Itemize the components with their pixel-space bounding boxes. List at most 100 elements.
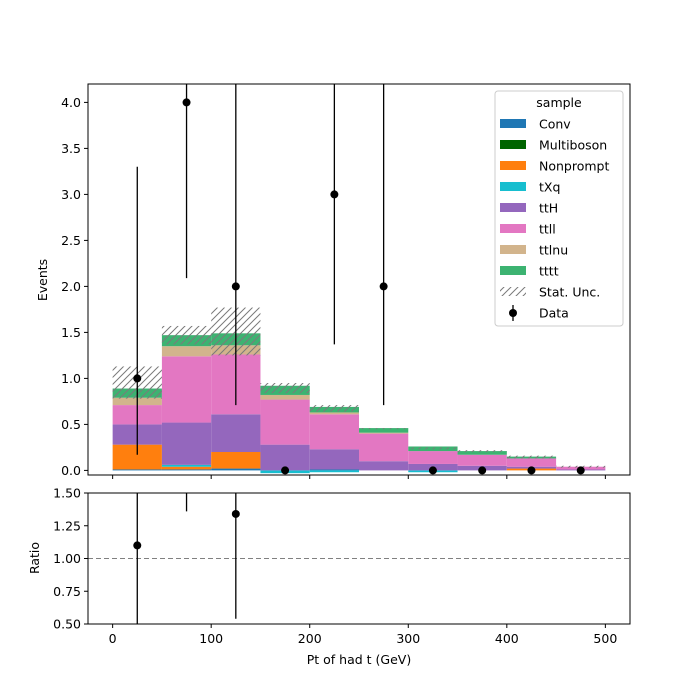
ratio-xtick-label-2: 200 [298,631,322,646]
legend-swatch-ttll [500,224,526,233]
main-ytick-label-1: 0.5 [61,417,81,432]
bar-txq-bin-4 [309,470,359,473]
main-ytick-label-0: 0.0 [61,463,81,478]
legend-label-tth: ttH [539,201,558,216]
stacked-histogram [112,333,606,474]
bar-ttll-bin-8 [506,458,557,467]
legend-swatch-conv [500,119,526,128]
legend-swatch-tttt [500,266,526,275]
main-plot-frame [87,83,631,476]
legend-swatch-nonprompt [500,161,526,170]
legend-box [494,90,624,327]
data-point-7 [478,466,487,475]
main-ytick-label-7: 3.5 [61,141,81,156]
ratio-ytick-label-4: 1.50 [53,486,81,501]
bar-conv-bin-2 [211,468,261,471]
legend: sample Conv Multiboson Nonprompt tXq ttH ttll… [494,90,624,327]
bar-conv-bin-1 [161,469,212,471]
data-point-1 [182,98,191,107]
bar-ttll-bin-1 [161,356,212,423]
legend-label-conv: Conv [539,117,571,132]
bar-conv-bin-4 [309,469,359,471]
main-ytick-label-3: 1.5 [61,325,81,340]
bar-ttll-bin-5 [359,433,409,462]
data-point-9 [576,466,585,475]
ratio-xtick-label-1: 100 [199,631,223,646]
legend-marker-data [509,309,517,317]
legend-label-txq: tXq [539,180,560,195]
ratio-xtick-label-0: 0 [109,631,117,646]
stat-unc-bin-7 [457,450,507,452]
legend-swatch-tth [500,203,526,212]
legend-label-stat-unc: Stat. Unc. [539,285,600,300]
ratio-xtick-label-5: 500 [593,631,617,646]
legend-swatch-multiboson [500,140,526,149]
bar-ttlnu-bin-4 [309,412,359,415]
main-ytick-label-6: 3.0 [61,187,81,202]
legend-label-ttll: ttll [539,222,556,237]
data-points [133,84,585,475]
stat-unc-bin-4 [309,405,359,412]
bar-tth-bin-2 [211,414,261,452]
data-point-0 [133,374,142,383]
data-point-3 [281,466,290,475]
legend-label-multiboson: Multiboson [539,138,607,153]
main-x-axis [112,475,606,479]
legend-swatch-txq [500,182,526,191]
bar-conv-bin-0 [112,469,162,471]
bar-ttll-bin-7 [457,454,507,466]
ratio-x-axis: 0 100 200 300 400 500 [109,624,617,646]
bar-ttll-bin-6 [408,451,458,464]
bar-txq-bin-1 [161,464,212,467]
stat-unc-bin-8 [506,455,557,459]
ratio-points [133,493,240,624]
data-point-6 [428,466,437,475]
main-y-axis: 0.0 0.5 1.0 1.5 2.0 2.5 3.0 3.5 4.0 [61,95,88,478]
main-ytick-label-2: 1.0 [61,371,81,386]
stat-unc-bin-6 [408,447,458,450]
ratio-ytick-label-0: 0.50 [53,617,81,632]
bar-tth-bin-3 [260,444,310,471]
legend-swatch-stat-unc [500,287,526,296]
bar-tttt-bin-7 [457,451,507,455]
stat-unc-bin-5 [359,428,409,429]
legend-title: sample [536,95,582,110]
main-y-axis-label: Events [35,259,50,301]
bar-nonprompt-bin-1 [161,466,212,470]
bar-ttlnu-bin-3 [260,394,310,400]
legend-label-data: Data [539,306,569,321]
stat-unc-bin-3 [260,383,310,394]
ratio-y-axis: 0.50 0.75 1.00 1.25 1.50 [53,486,88,632]
bar-ttlnu-bin-1 [161,346,212,357]
x-axis-label: Pt of had t (GeV) [307,652,411,667]
legend-label-tttt: tttt [539,264,559,279]
bar-ttlnu-bin-5 [359,432,409,434]
ratio-ytick-label-3: 1.25 [53,518,81,533]
legend-label-ttlnu: ttlnu [539,243,568,258]
bar-nonprompt-bin-2 [211,452,261,469]
main-ytick-label-8: 4.0 [61,95,81,110]
data-point-8 [527,466,536,475]
stat-unc-bin-1 [161,325,212,345]
bar-tth-bin-4 [309,449,359,470]
bar-ttll-bin-3 [260,399,310,445]
data-point-2 [231,282,240,291]
data-point-4 [330,190,339,199]
ratio-point-2 [231,509,240,518]
bar-tth-bin-5 [359,461,409,471]
ratio-xtick-label-4: 400 [495,631,519,646]
main-ytick-label-4: 2.0 [61,279,81,294]
ratio-ytick-label-2: 1.00 [53,551,81,566]
legend-label-nonprompt: Nonprompt [539,159,609,174]
legend-swatch-ttlnu [500,245,526,254]
data-point-5 [379,282,388,291]
bar-tth-bin-1 [161,422,212,465]
main-ytick-label-5: 2.5 [61,233,81,248]
bar-ttll-bin-4 [309,414,359,450]
bar-tttt-bin-5 [359,428,409,433]
ratio-ytick-label-1: 0.75 [53,584,81,599]
ratio-xtick-label-3: 300 [396,631,420,646]
ratio-y-axis-label: Ratio [27,542,42,574]
ratio-point-0 [133,541,142,550]
